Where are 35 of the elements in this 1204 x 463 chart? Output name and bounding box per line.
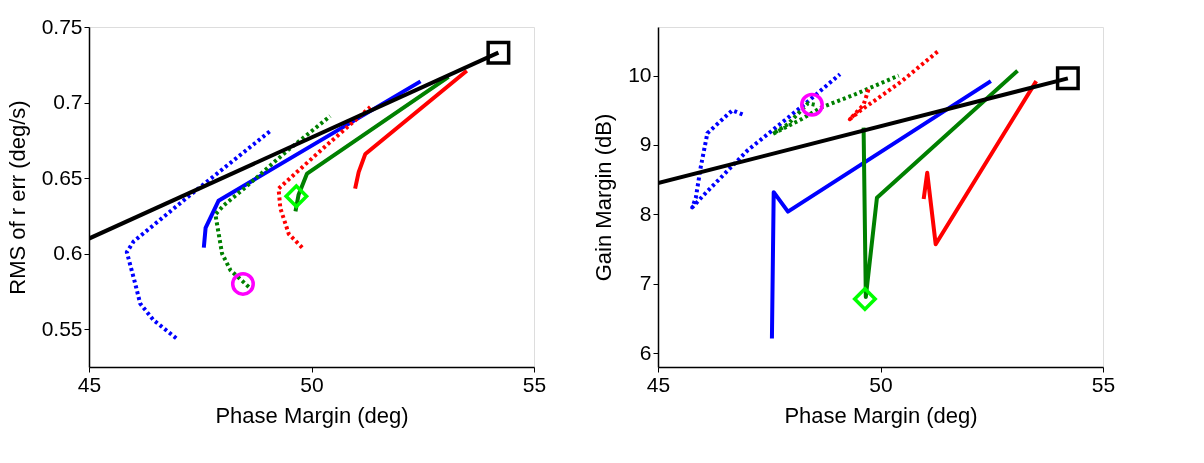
x-tick-label: 45: [77, 372, 102, 396]
line-series: [213, 114, 333, 289]
line-series: [276, 105, 373, 250]
x-axis-title: Phase Margin (deg): [784, 402, 978, 428]
point: [230, 271, 255, 296]
line-series: [353, 68, 469, 191]
y-tick-label: 6: [639, 340, 652, 364]
line-series: [847, 48, 941, 122]
line-series: [769, 79, 993, 341]
point: [1055, 66, 1080, 91]
line-series: [921, 79, 1039, 247]
y-tick-label: 7: [639, 271, 652, 295]
x-tick-label: 55: [1091, 372, 1116, 396]
x-tick-label: 45: [646, 372, 671, 396]
y-tick-label: 0.75: [41, 14, 83, 38]
point: [799, 92, 824, 117]
y-tick-label: 0.6: [53, 241, 83, 265]
x-tick-label: 55: [522, 372, 547, 396]
y-tick-label: 8: [639, 201, 652, 225]
y-tick-label: 0.65: [41, 165, 83, 189]
line-series: [690, 72, 843, 210]
x-tick-label: 50: [869, 372, 893, 396]
y-axis-title: RMS of r err (deg/s): [4, 100, 30, 295]
point: [486, 40, 511, 65]
y-axis-title: Gain Margin (dB): [591, 113, 617, 282]
y-tick-label: 10: [628, 63, 652, 87]
point: [852, 287, 877, 311]
y-tick-label: 0.7: [53, 90, 83, 114]
line-series: [861, 68, 1020, 299]
x-axis-title: Phase Margin (deg): [215, 402, 409, 428]
point: [284, 184, 309, 209]
y-tick-label: 0.55: [41, 316, 83, 340]
x-tick-label: 50: [300, 372, 324, 396]
y-tick-label: 9: [639, 132, 652, 156]
line-series: [770, 73, 901, 136]
